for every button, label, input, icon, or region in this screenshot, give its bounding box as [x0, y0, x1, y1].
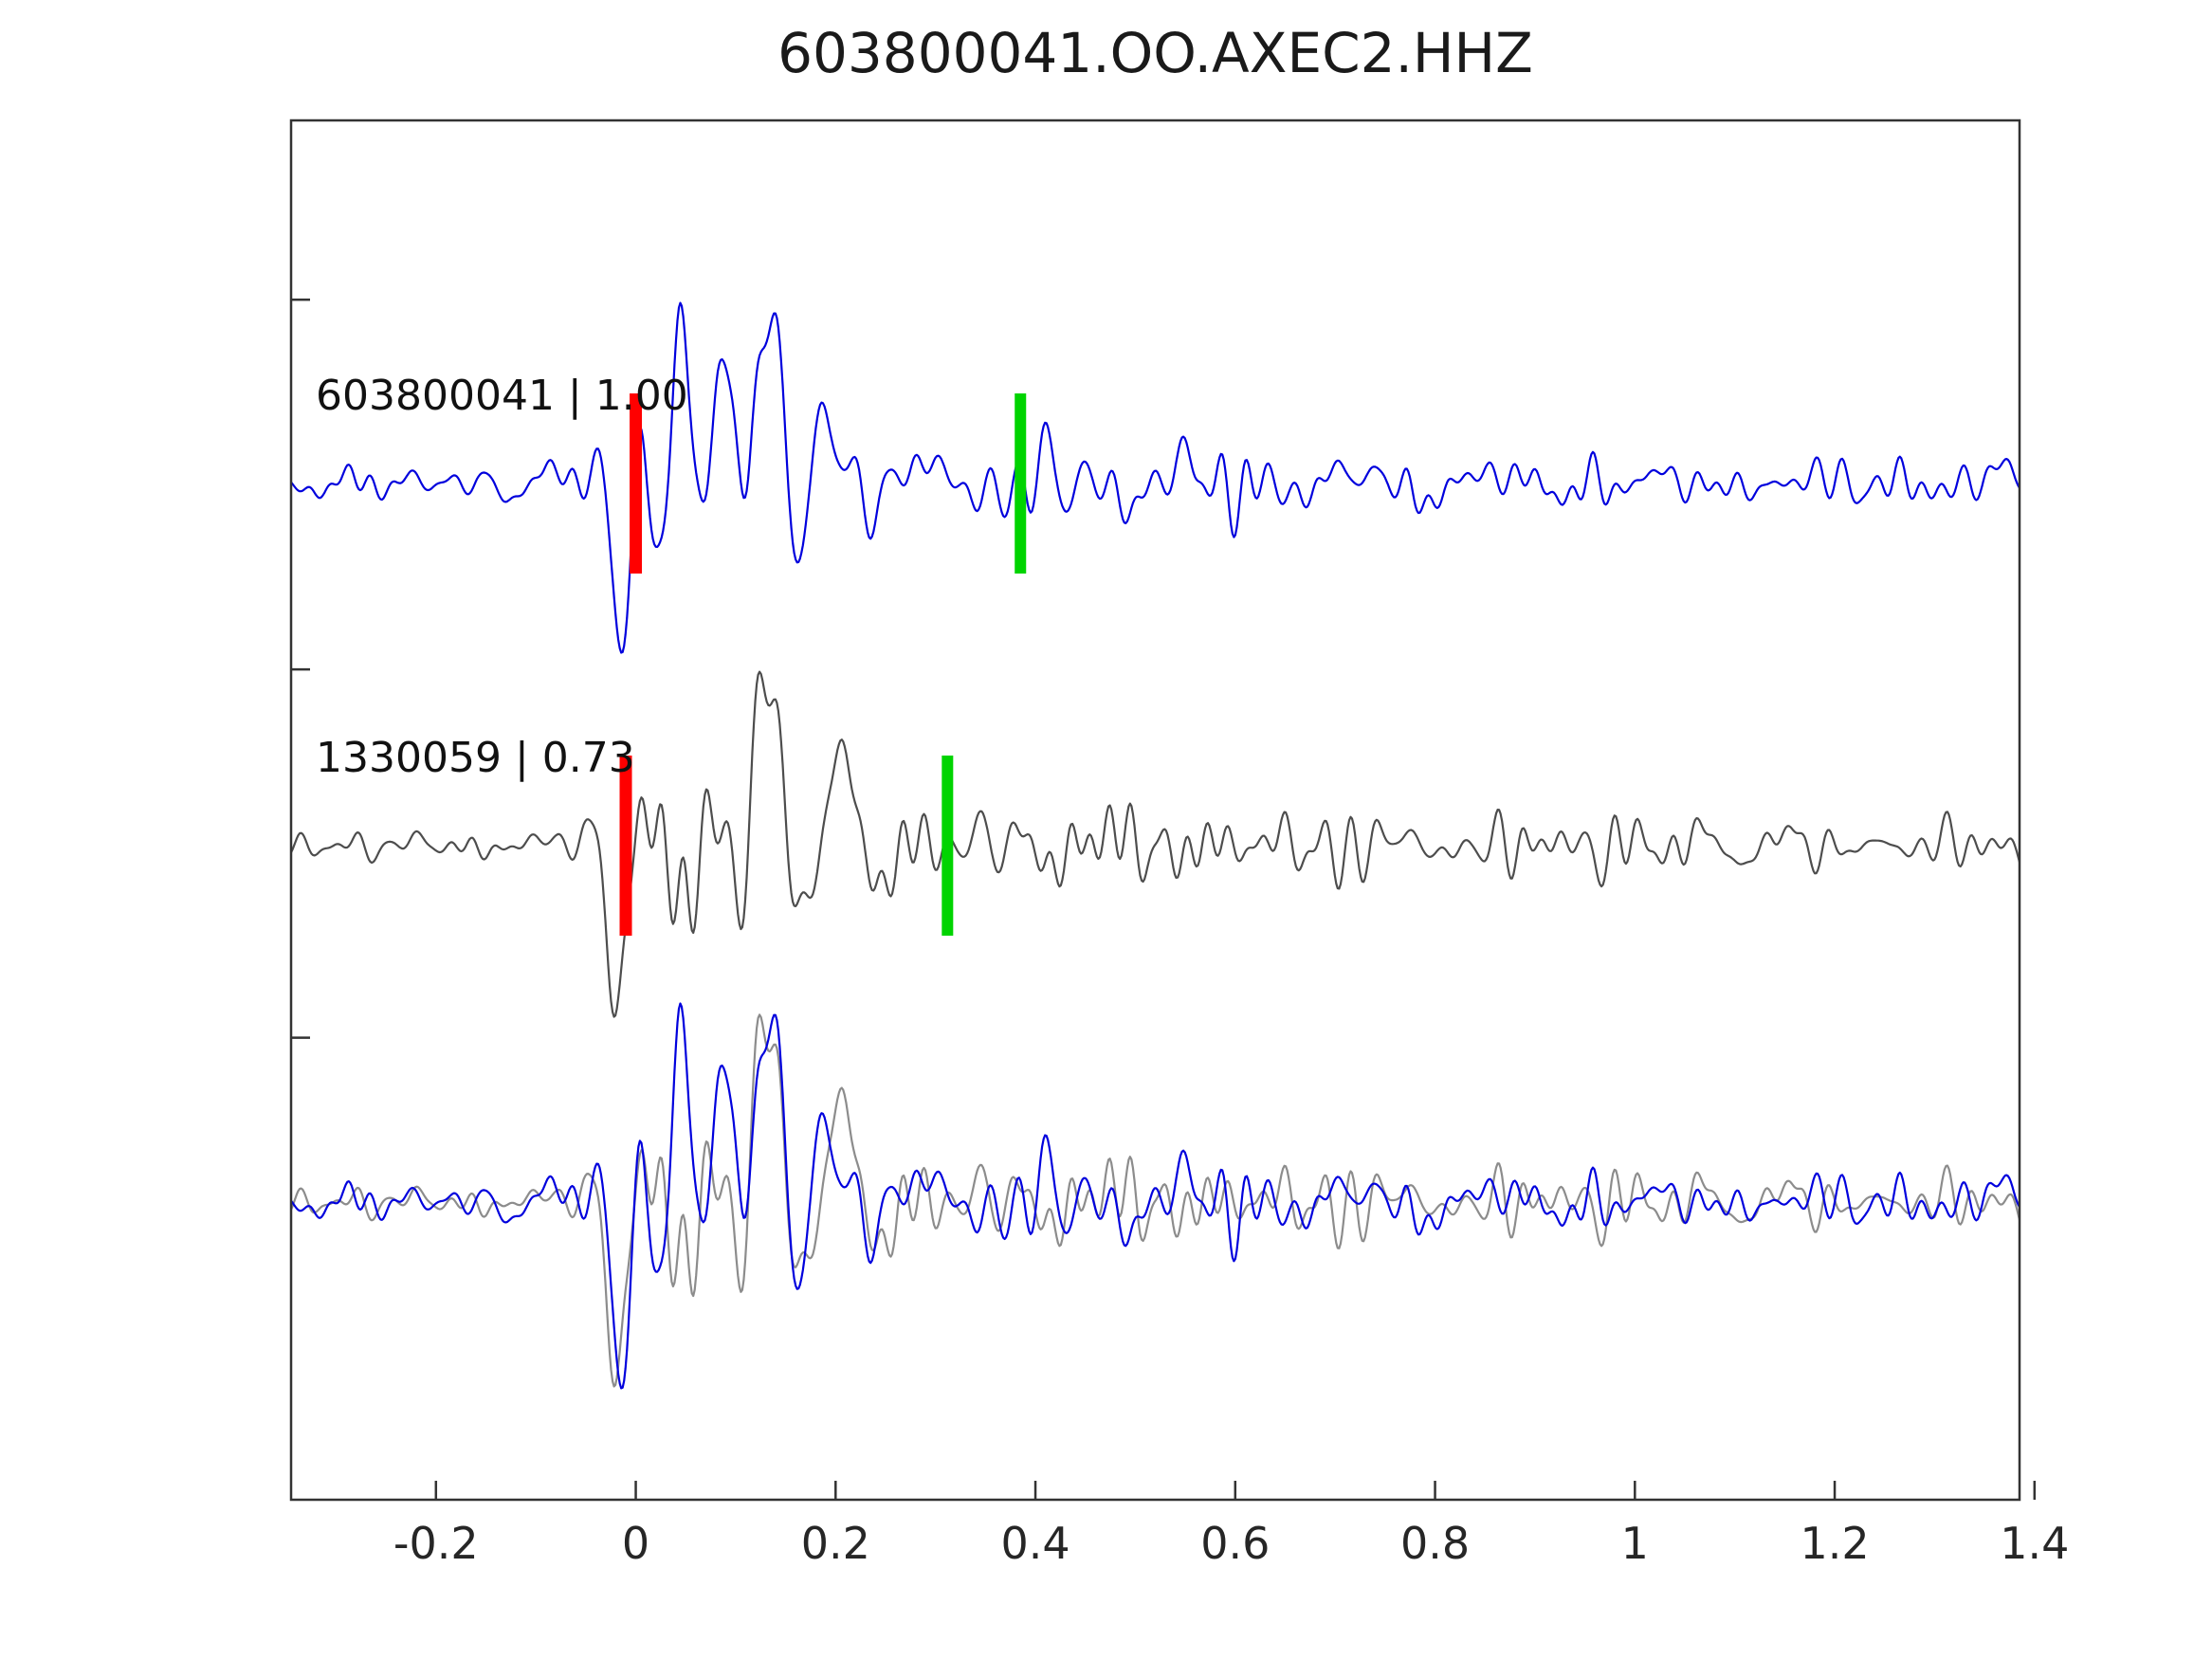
waveform-trace-candidate [291, 670, 2020, 1018]
waveform-trace-template [291, 301, 2020, 654]
x-tick-label: 0.4 [1000, 1518, 1069, 1569]
axes-box [289, 118, 2021, 1502]
x-tick-label: 0.8 [1400, 1518, 1470, 1569]
x-tick-label: 0.6 [1200, 1518, 1270, 1569]
x-tick-label: 0 [622, 1518, 649, 1569]
traces-group [291, 301, 2020, 1390]
x-tick-label: 1.2 [1800, 1518, 1869, 1569]
waveform-trace-overlay-0 [291, 1013, 2020, 1388]
x-tick-label: 1 [1621, 1518, 1649, 1569]
trace-label-template: 603800041 | 1.00 [316, 372, 688, 420]
x-tick-label: 1.4 [2000, 1518, 2069, 1569]
waveform-trace-overlay-1 [291, 1002, 2020, 1390]
x-tick-label: -0.2 [393, 1518, 479, 1569]
trace-label-candidate: 1330059 | 0.73 [316, 734, 635, 782]
figure-title: 603800041.OO.AXEC2.HHZ [777, 21, 1533, 85]
x-tick-label: 0.2 [801, 1518, 870, 1569]
